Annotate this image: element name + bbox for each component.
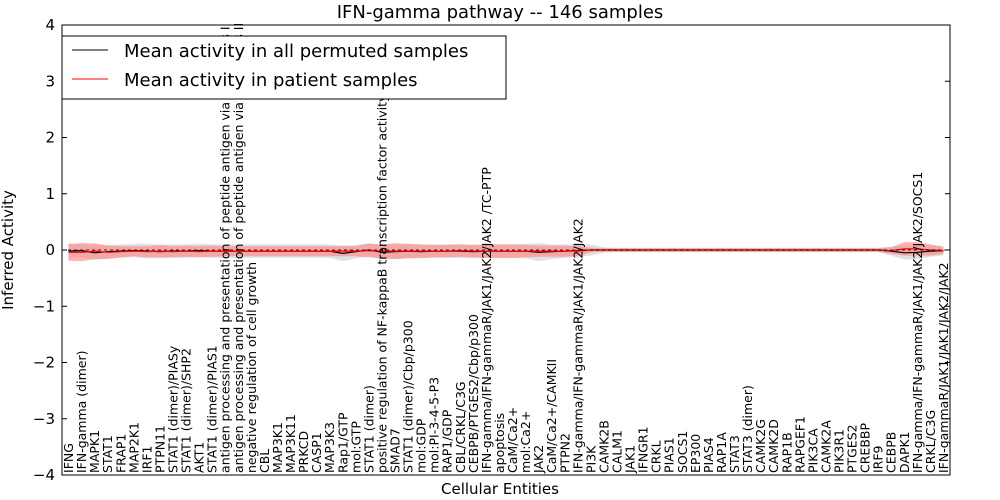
- category-label: mol:GDP: [414, 418, 429, 473]
- category-label: IFNGR1: [636, 426, 651, 473]
- category-label: CAMK2A: [818, 420, 833, 473]
- category-label: MAP3K11: [283, 414, 298, 473]
- category-label: STAT1: [100, 435, 115, 473]
- category-label: CEBPB/PTGES2/Cbp/p300: [466, 314, 481, 473]
- category-label: STAT1 (dimer)/PIASy: [166, 345, 181, 473]
- category-label: IFNG: [61, 443, 76, 473]
- y-axis-ticks: [62, 24, 950, 476]
- category-label: CaM/Ca2+: [505, 407, 520, 473]
- category-label: CAMK2B: [596, 420, 611, 473]
- category-label: MAP3K3: [322, 422, 337, 473]
- legend-box: [61, 35, 507, 100]
- legend: Mean activity in all permuted samples Me…: [61, 35, 507, 100]
- category-label: PIK3R1: [832, 429, 847, 473]
- category-label: STAT1 (dimer)/Cbp/p300: [401, 320, 416, 473]
- category-label: IFN-gamma (dimer): [74, 351, 89, 474]
- category-label: IRF1: [139, 446, 154, 474]
- category-label: IFN-gamma/IFN-gammaR/JAK1/JAK2/JAK2 /TC-…: [479, 167, 494, 473]
- category-label: IRF9: [871, 445, 886, 473]
- category-label: JAK1: [623, 445, 638, 474]
- category-label: AKT1: [192, 442, 207, 473]
- y-tick-label: 0: [45, 241, 55, 259]
- category-label: SOCS1: [675, 431, 690, 473]
- category-label: STAT1 (dimer)/SHP2: [179, 348, 194, 473]
- category-label: PIAS4: [701, 437, 716, 473]
- category-label: CRKL: [649, 440, 664, 473]
- category-label: PTPN11: [152, 425, 167, 473]
- category-label: DAPK1: [897, 431, 912, 473]
- y-tick-label: −1: [33, 297, 55, 315]
- legend-label-patient: Mean activity in patient samples: [124, 70, 418, 91]
- y-axis-tick-labels: −4 −3 −2 −1 0 1 2 3 4: [33, 16, 55, 484]
- y-tick-label: 1: [45, 185, 55, 203]
- category-label: PIAS1: [662, 437, 677, 473]
- y-tick-label: −4: [33, 466, 55, 484]
- y-tick-label: −3: [33, 410, 55, 428]
- category-label: FRAP1: [113, 434, 128, 473]
- category-label: PI3K: [583, 445, 598, 473]
- category-label: antigen processing and presentation of p…: [218, 26, 233, 473]
- category-label: PTPN2: [557, 433, 572, 473]
- category-label: mol:PI-3-4-5-P3: [427, 377, 442, 473]
- category-label: antigen processing and presentation of p…: [231, 23, 246, 473]
- category-label: mol:Ca2+: [518, 411, 533, 473]
- category-label: CEBPB: [884, 432, 899, 473]
- category-label: CAMK2G: [753, 419, 768, 473]
- y-tick-label: 4: [45, 16, 55, 34]
- category-label: CaM/Ca2+/CAMKII: [544, 359, 559, 473]
- category-label: SMAD7: [388, 428, 403, 473]
- category-label: mol:GTP: [348, 421, 363, 473]
- category-label: RAP1/GDP: [440, 409, 455, 473]
- category-label: CBL: [257, 449, 272, 473]
- legend-label-permuted: Mean activity in all permuted samples: [124, 41, 468, 62]
- category-label: CBL/CRKL/C3G: [453, 381, 468, 473]
- category-label: CALM1: [610, 430, 625, 473]
- category-label: IFN-gammaR/JAK1/JAK1/JAK2/JAK2: [936, 262, 951, 473]
- category-label: PTGES2: [845, 424, 860, 473]
- category-label: IFN-gamma/IFN-gammaR/JAK1/JAK2/JAK2/SOCS…: [910, 172, 925, 473]
- category-label: STAT1 (dimer)/PIAS1: [205, 345, 220, 473]
- chart-title: IFN-gamma pathway -- 146 samples: [337, 2, 664, 23]
- category-label: RAP1A: [714, 432, 729, 473]
- category-label: EP300: [688, 434, 703, 473]
- series-lines: [68, 248, 944, 255]
- x-axis-label: Cellular Entities: [441, 480, 559, 498]
- y-tick-label: 2: [45, 129, 55, 147]
- category-label: MAP3K1: [270, 422, 285, 473]
- category-label: CRKL/C3G: [923, 410, 938, 473]
- line-series-1: [68, 248, 944, 253]
- category-label: CAMK2D: [766, 419, 781, 473]
- category-label: negative regulation of cell growth: [244, 262, 259, 473]
- y-tick-label: −2: [33, 354, 55, 372]
- category-label: apoptosis: [492, 413, 507, 473]
- category-label: IFN-gamma/IFN-gammaR/JAK1/JAK2/JAK2: [570, 218, 585, 473]
- category-label: CREBBP: [858, 423, 873, 473]
- category-label: RAPGEF1: [792, 416, 807, 473]
- category-label: STAT3 (dimer): [740, 385, 755, 473]
- category-label: STAT3: [727, 435, 742, 473]
- category-label: RAP1B: [779, 432, 794, 473]
- category-label: PIK3CA: [805, 428, 820, 473]
- category-label: MAP2K1: [126, 422, 141, 473]
- category-label: MAPK1: [87, 430, 102, 473]
- category-label: PRKCD: [296, 431, 311, 473]
- y-axis-label: Inferred Activity: [0, 190, 17, 310]
- category-label: STAT1 (dimer): [361, 385, 376, 473]
- category-label: positive regulation of NF-kappaB transcr…: [374, 94, 389, 473]
- category-label: JAK2: [531, 445, 546, 474]
- category-label: Rap1/GTP: [335, 412, 350, 473]
- category-label: CASP1: [309, 432, 324, 473]
- y-tick-label: 3: [45, 72, 55, 90]
